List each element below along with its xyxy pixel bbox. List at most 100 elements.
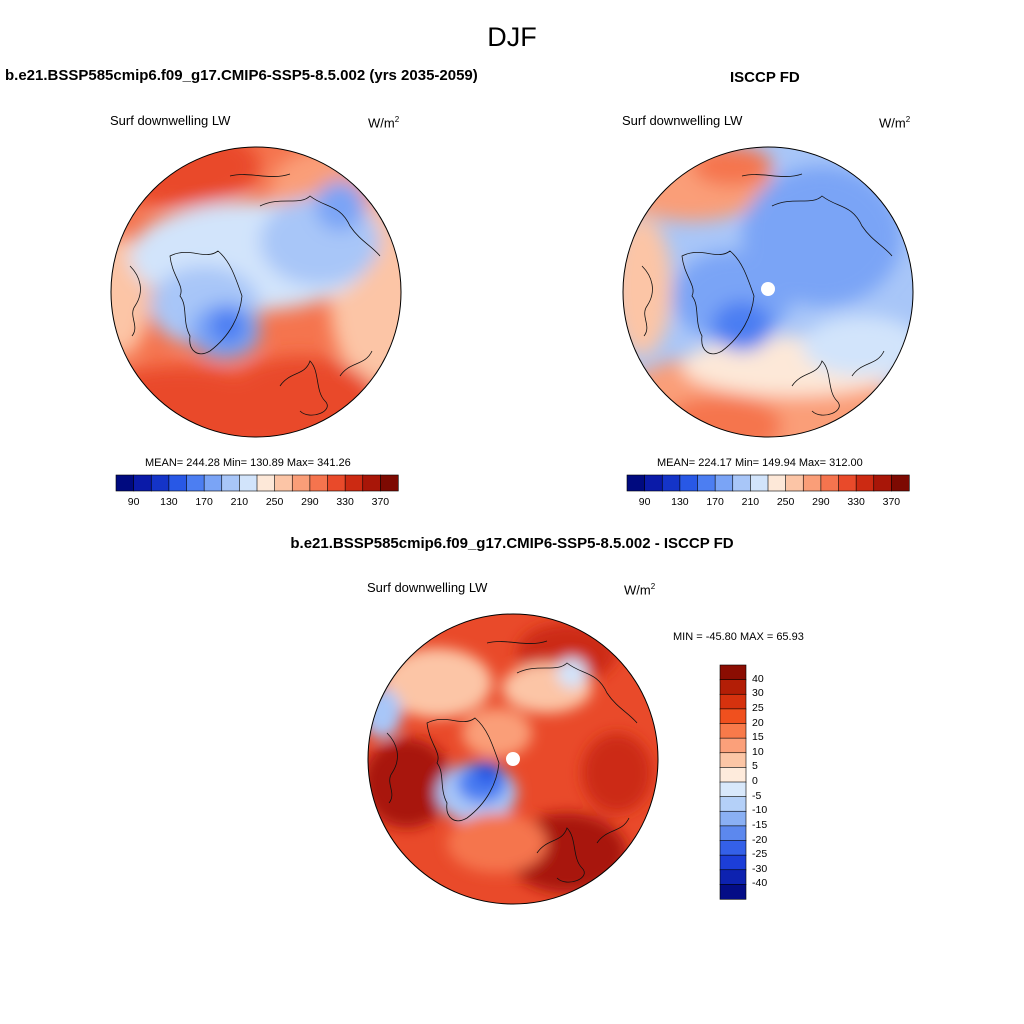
diff-colorbar-swatch — [719, 796, 747, 812]
model-polar-map — [110, 146, 402, 438]
model-colorbar-tick-label: 130 — [160, 496, 178, 508]
model-variable-label: Surf downwelling LW — [110, 113, 231, 128]
diff-colorbar-tick-label: -40 — [752, 877, 768, 890]
diff-units-label: W/m2 — [624, 582, 656, 598]
model-colorbar-swatch — [221, 474, 240, 492]
diff-colorbar-tick-label: -20 — [752, 833, 768, 846]
diff-stats-label: MIN = -45.80 MAX = 65.93 — [673, 631, 804, 643]
diff-colorbar-tick-label: -30 — [752, 862, 768, 875]
obs-missing-pole — [761, 282, 775, 296]
diff-colorbar-tick-label: 20 — [752, 716, 764, 729]
model-colorbar-tick-label: 370 — [371, 496, 390, 508]
obs-case-title: ISCCP FD — [730, 69, 800, 86]
model-colorbar-swatch — [274, 474, 293, 492]
obs-colorbar-swatch — [838, 474, 857, 492]
diff-variable-label: Surf downwelling LW — [367, 580, 488, 595]
model-stats-label: MEAN= 244.28 Min= 130.89 Max= 341.26 — [145, 457, 351, 469]
diff-colorbar-swatch — [719, 854, 747, 871]
model-colorbar-swatch — [150, 474, 170, 492]
obs-colorbar-swatch — [785, 474, 804, 492]
diff-colorbar-swatch — [719, 708, 747, 725]
model-colorbar-swatch — [115, 474, 135, 492]
obs-colorbar-tick-label: 130 — [671, 496, 689, 508]
diff-colorbar-swatch — [719, 884, 747, 900]
diff-colorbar-swatch — [719, 781, 747, 798]
diff-colorbar-swatch — [719, 679, 747, 695]
obs-colorbar-swatch — [679, 474, 699, 492]
obs-colorbar-tick-label: 330 — [847, 496, 865, 508]
diff-colorbar-swatch — [719, 869, 747, 885]
model-colorbar-tick-label: 170 — [195, 496, 213, 508]
model-colorbar-swatch — [327, 474, 346, 492]
obs-colorbar-swatch — [732, 474, 751, 492]
obs-units-label: W/m2 — [879, 115, 911, 131]
obs-colorbar-tick-label: 250 — [776, 496, 795, 508]
diff-missing-pole — [506, 752, 520, 766]
diff-colorbar-tick-label: 15 — [752, 731, 764, 744]
obs-colorbar-swatch — [891, 474, 910, 492]
diff-colorbar-swatch — [719, 767, 747, 783]
diff-colorbar-tick-label: -15 — [752, 818, 768, 831]
obs-colorbar-tick-label: 90 — [638, 496, 651, 508]
diff-colorbar-swatch — [719, 840, 747, 856]
model-colorbar-swatch — [256, 474, 276, 492]
diff-colorbar-swatch — [719, 693, 747, 710]
obs-variable-label: Surf downwelling LW — [622, 113, 743, 128]
obs-colorbar-swatch — [626, 474, 646, 492]
model-colorbar-swatch — [203, 474, 223, 492]
model-map-boundary — [110, 146, 402, 438]
obs-colorbar — [626, 474, 910, 492]
diff-polar-map — [367, 613, 659, 905]
model-colorbar-tick-label: 290 — [301, 496, 319, 508]
obs-colorbar-swatch — [750, 474, 769, 492]
model-colorbar-labels: 90 130 170 210 250 290 330 370 — [116, 496, 398, 510]
model-colorbar-swatch — [380, 474, 399, 492]
obs-colorbar-swatch — [714, 474, 734, 492]
model-colorbar-tick-label: 210 — [230, 496, 249, 508]
model-colorbar-swatch — [239, 474, 258, 492]
diff-colorbar-tick-label: 10 — [752, 745, 764, 758]
model-colorbar-swatch — [362, 474, 381, 492]
diff-colorbar-swatch — [719, 664, 747, 681]
diff-colorbar-tick-label: 0 — [752, 775, 758, 787]
obs-colorbar-swatch — [661, 474, 681, 492]
obs-field — [623, 147, 913, 437]
model-colorbar-tick-label: 90 — [127, 496, 140, 508]
diff-colorbar-swatch — [719, 810, 747, 827]
model-colorbar-tick-label: 250 — [265, 496, 284, 508]
diff-colorbar-swatch — [719, 723, 747, 739]
diff-colorbar-labels: 40 30 25 20 15 10 5 0 -5 -10 -15 -20 -25 -30 -40 — [752, 665, 792, 899]
model-colorbar-swatch — [291, 474, 311, 492]
model-units-label: W/m2 — [368, 115, 400, 131]
diff-map-boundary — [367, 613, 659, 905]
model-case-title: b.e21.BSSP585cmip6.f09_g17.CMIP6-SSP5-8.… — [5, 67, 478, 84]
model-field — [111, 147, 401, 437]
model-colorbar-swatch — [186, 474, 205, 492]
obs-colorbar-tick-label: 290 — [812, 496, 830, 508]
obs-colorbar-swatch — [802, 474, 822, 492]
obs-stats-label: MEAN= 224.17 Min= 149.94 Max= 312.00 — [657, 457, 863, 469]
obs-colorbar-swatch — [820, 474, 840, 492]
obs-colorbar-swatch — [644, 474, 663, 492]
obs-colorbar-tick-label: 170 — [706, 496, 724, 508]
diff-colorbar-swatch — [719, 752, 747, 768]
diff-colorbar-tick-label: -5 — [752, 789, 762, 802]
diff-colorbar-tick-label: 40 — [752, 672, 764, 685]
diff-colorbar-swatch — [719, 737, 747, 754]
diff-colorbar — [719, 664, 747, 900]
figure-title: DJF — [487, 22, 537, 52]
obs-colorbar-tick-label: 210 — [741, 496, 760, 508]
obs-colorbar-swatch — [855, 474, 875, 492]
diff-colorbar-tick-label: 25 — [752, 701, 764, 714]
diff-colorbar-tick-label: -25 — [752, 848, 768, 861]
obs-colorbar-swatch — [767, 474, 787, 492]
model-colorbar — [115, 474, 399, 492]
model-colorbar-swatch — [133, 474, 152, 492]
obs-colorbar-swatch — [873, 474, 892, 492]
diff-colorbar-tick-label: 30 — [752, 687, 764, 700]
diff-colorbar-tick-label: -10 — [752, 804, 768, 817]
obs-polar-map — [622, 146, 914, 438]
diff-case-title: b.e21.BSSP585cmip6.f09_g17.CMIP6-SSP5-8.… — [290, 535, 734, 552]
obs-colorbar-tick-label: 370 — [882, 496, 901, 508]
diff-colorbar-tick-label: 5 — [752, 760, 758, 773]
